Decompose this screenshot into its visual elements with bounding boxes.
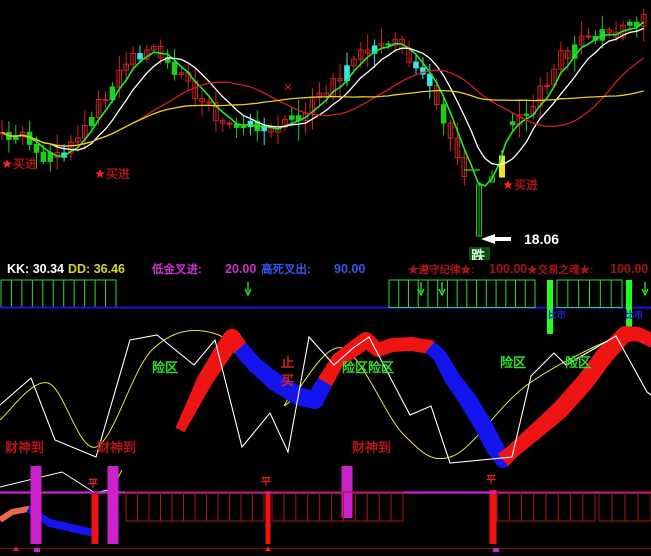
- svg-text:平: 平: [88, 478, 98, 490]
- svg-text:买进: 买进: [13, 156, 37, 171]
- svg-text:100.00: 100.00: [610, 262, 648, 276]
- svg-text:★交易之魂★:: ★交易之魂★:: [527, 263, 594, 276]
- svg-text:财神到: 财神到: [352, 440, 391, 455]
- svg-text:90.00: 90.00: [334, 262, 365, 276]
- svg-text:买进: 买进: [106, 166, 130, 181]
- svg-text:险区: 险区: [500, 355, 526, 370]
- svg-text:买: 买: [281, 373, 294, 388]
- svg-text:比市: 比市: [625, 309, 643, 320]
- svg-text:KK: 30.34: KK: 30.34: [7, 262, 64, 276]
- svg-text:100.00: 100.00: [489, 262, 527, 276]
- svg-text:20.00: 20.00: [225, 262, 256, 276]
- svg-text:跌: 跌: [471, 248, 486, 260]
- svg-text:买进: 买进: [514, 177, 538, 192]
- svg-text:平: 平: [261, 476, 271, 488]
- svg-text:低金叉进:: 低金叉进:: [151, 262, 202, 276]
- svg-text:★遵守纪律★:: ★遵守纪律★:: [408, 263, 475, 276]
- svg-text:财神到: 财神到: [5, 440, 44, 455]
- svg-text:财神到: 财神到: [97, 440, 136, 455]
- svg-text:险区: 险区: [565, 355, 591, 370]
- svg-text:高死叉出:: 高死叉出:: [261, 262, 311, 276]
- svg-text:18.06: 18.06: [524, 231, 559, 247]
- svg-text:险区险区: 险区险区: [342, 360, 394, 375]
- svg-text:险区: 险区: [152, 360, 178, 375]
- svg-text:DD: 36.46: DD: 36.46: [68, 262, 125, 276]
- svg-text:平: 平: [486, 474, 496, 486]
- svg-text:比市: 比市: [548, 309, 566, 320]
- svg-text:止: 止: [281, 355, 294, 370]
